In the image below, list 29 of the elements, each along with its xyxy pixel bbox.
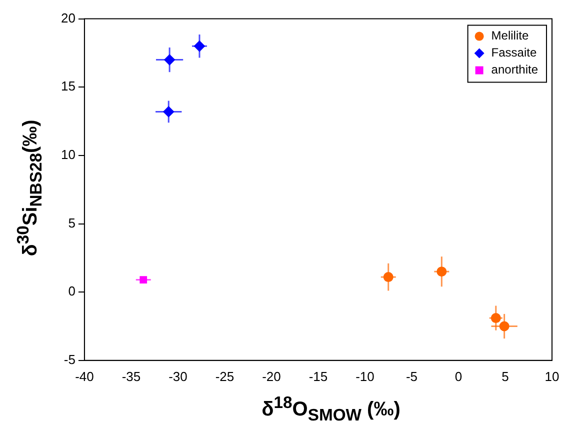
x-tick-label: 10 <box>544 368 560 384</box>
point <box>383 272 394 282</box>
legend-label: anorthite <box>491 62 538 77</box>
point <box>164 54 176 66</box>
x-tick-label: -20 <box>262 368 281 384</box>
point <box>194 40 205 52</box>
point <box>140 276 148 284</box>
legend-label: Fassaite <box>491 46 537 60</box>
y-tick-label: -5 <box>64 352 76 367</box>
x-tick-label: -30 <box>168 368 188 384</box>
y-tick-label: 20 <box>60 10 76 26</box>
y-tick-label: 15 <box>60 78 76 94</box>
x-tick-label: -5 <box>406 368 418 384</box>
x-tick-label: -25 <box>215 368 234 384</box>
x-tick-label: -40 <box>75 368 94 384</box>
y-tick-label: 5 <box>68 215 76 230</box>
x-tick-label: -10 <box>356 368 374 384</box>
point <box>490 313 501 324</box>
point <box>499 321 510 332</box>
y-tick-label: 10 <box>60 147 76 162</box>
x-tick-label: 0 <box>454 368 462 384</box>
point <box>436 266 447 277</box>
x-axis-title: δ$^{18}$O$_{SMOW}$ (‰) <box>260 393 402 426</box>
point <box>163 106 174 118</box>
x-tick-label: -15 <box>308 368 328 384</box>
y-tick-label: 0 <box>68 284 76 299</box>
x-tick-label: -35 <box>122 368 141 384</box>
x-tick-label: 5 <box>502 368 509 384</box>
legend-label: Melilite <box>491 28 529 43</box>
